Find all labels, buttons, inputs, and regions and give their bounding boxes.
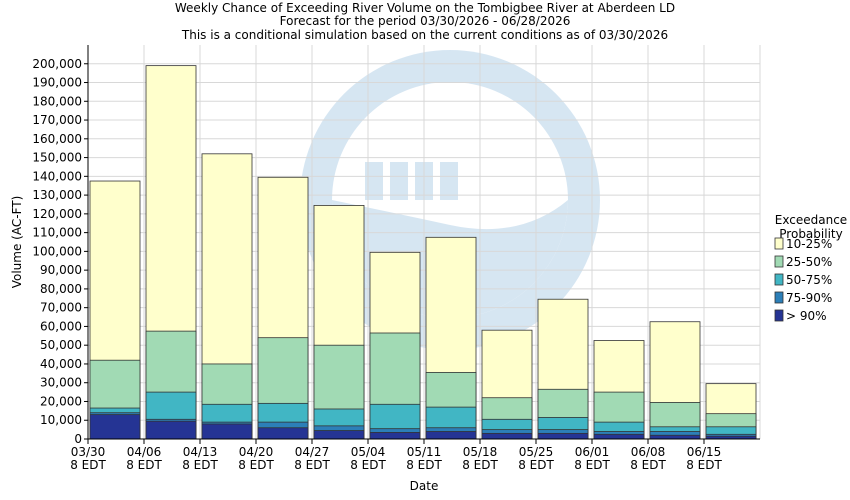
x-tick-label-date: 04/27 — [295, 445, 330, 459]
bar-segment — [593, 433, 645, 440]
y-tick-label: 80,000 — [40, 282, 82, 296]
legend-swatch — [774, 291, 784, 304]
legend-entry-label: 25-50% — [786, 255, 832, 269]
x-tick-label-date: 04/20 — [239, 445, 274, 459]
x-tick-label-date: 06/15 — [687, 445, 722, 459]
legend-swatch — [774, 273, 784, 286]
gridlines — [87, 45, 761, 439]
x-tick-label-date: 03/30 — [71, 445, 106, 459]
x-tick-label-time: 8 EDT — [126, 458, 162, 472]
bar-segment — [481, 432, 533, 440]
y-tick-label: 0 — [74, 432, 82, 446]
y-tick-label: 100,000 — [32, 244, 82, 258]
legend-title-line-1: Exceedance — [775, 213, 847, 227]
title-line-3: This is a conditional simulation based o… — [181, 28, 668, 42]
y-tick-label: 190,000 — [32, 76, 82, 90]
y-tick-label: 20,000 — [40, 394, 82, 408]
x-tick-label-time: 8 EDT — [182, 458, 218, 472]
x-tick-label-time: 8 EDT — [686, 458, 722, 472]
legend-swatch — [774, 309, 784, 322]
x-tick-label-date: 05/25 — [519, 445, 554, 459]
y-tick-label: 40,000 — [40, 357, 82, 371]
bar-segment — [201, 423, 253, 440]
legend-swatch — [774, 237, 784, 250]
y-tick-label: 70,000 — [40, 301, 82, 315]
bar-segment — [649, 434, 701, 440]
bar-segment — [425, 431, 477, 440]
x-tick-label-time: 8 EDT — [294, 458, 330, 472]
legend-entry-label: 75-90% — [786, 291, 832, 305]
bar-segment — [369, 432, 421, 440]
x-tick-label-date: 05/18 — [463, 445, 498, 459]
x-axis-label: Date — [410, 479, 439, 493]
y-axis-ticks: 0 10,000 20,000 30,000 40,000 50,000 60,000 70,… — [32, 57, 88, 446]
y-tick-label: 150,000 — [32, 151, 82, 165]
bar-segment — [145, 420, 197, 440]
legend-entry-label: 50-75% — [786, 273, 832, 287]
x-tick-label-time: 8 EDT — [238, 458, 274, 472]
bar-segment — [313, 430, 365, 440]
legend-title-line-2: Probability — [779, 227, 842, 241]
bars — [89, 65, 757, 440]
y-tick-label: 200,000 — [32, 57, 82, 71]
legend: Exceedance Probability 10-25% 25-50% 50-75… — [774, 213, 847, 323]
x-tick-label-date: 06/08 — [631, 445, 666, 459]
x-tick-label-date: 04/13 — [183, 445, 218, 459]
title-line-2: Forecast for the period 03/30/2026 - 06/… — [280, 14, 571, 28]
y-tick-label: 160,000 — [32, 132, 82, 146]
chart-title: Weekly Chance of Exceeding River Volume … — [175, 1, 675, 42]
x-tick-label-time: 8 EDT — [518, 458, 554, 472]
y-tick-label: 180,000 — [32, 94, 82, 108]
y-tick-label: 130,000 — [32, 188, 82, 202]
y-tick-label: 120,000 — [32, 207, 82, 221]
y-tick-label: 60,000 — [40, 319, 82, 333]
x-tick-label-time: 8 EDT — [462, 458, 498, 472]
title-line-1: Weekly Chance of Exceeding River Volume … — [175, 1, 675, 15]
legend-swatch — [774, 255, 784, 268]
x-tick-label-time: 8 EDT — [630, 458, 666, 472]
x-tick-label-date: 06/01 — [575, 445, 610, 459]
y-tick-label: 170,000 — [32, 113, 82, 127]
legend-entry-label: > 90% — [786, 309, 827, 323]
x-tick-label-date: 05/11 — [407, 445, 442, 459]
y-tick-label: 110,000 — [32, 226, 82, 240]
y-tick-label: 90,000 — [40, 263, 82, 277]
y-tick-label: 140,000 — [32, 169, 82, 183]
x-tick-label-date: 04/06 — [127, 445, 162, 459]
y-tick-label: 10,000 — [40, 413, 82, 427]
x-tick-label-time: 8 EDT — [350, 458, 386, 472]
y-tick-label: 50,000 — [40, 338, 82, 352]
bar-segment — [89, 414, 141, 440]
x-tick-label-date: 05/04 — [351, 445, 386, 459]
y-tick-label: 30,000 — [40, 376, 82, 390]
y-axis-label: Volume (AC-FT) — [10, 196, 24, 289]
bar-segment — [537, 432, 589, 440]
legend-entry-label: 10-25% — [786, 237, 832, 251]
x-tick-label-time: 8 EDT — [574, 458, 610, 472]
bar-segment — [257, 427, 309, 440]
x-tick-label-time: 8 EDT — [70, 458, 106, 472]
x-tick-label-time: 8 EDT — [406, 458, 442, 472]
